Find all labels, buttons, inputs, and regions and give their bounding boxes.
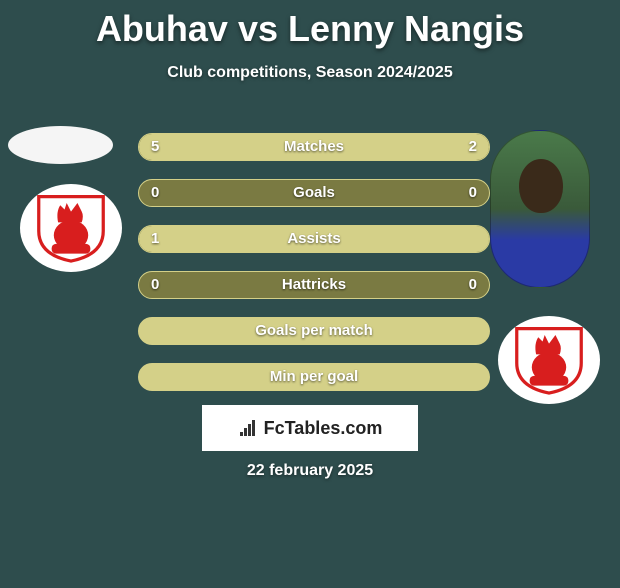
stat-label: Matches [139,134,489,160]
stats-container: 52Matches 00Goals 1Assists 00Hattricks Goals… [138,133,490,409]
fctables-icon [238,418,258,438]
stat-row: Min per goal [138,363,490,391]
subtitle: Club competitions, Season 2024/2025 [0,64,620,82]
club-badge-right [498,316,600,404]
stat-label: Min per goal [139,364,489,390]
club-left-icon [28,188,114,263]
stat-label: Assists [139,226,489,252]
stat-label: Goals [139,180,489,206]
stat-row: 52Matches [138,133,490,161]
stat-row: 1Assists [138,225,490,253]
attribution-box: FcTables.com [202,405,418,451]
player-right-avatar [490,130,590,288]
stat-row: 00Goals [138,179,490,207]
date-text: 22 february 2025 [0,462,620,480]
club-badge-left [20,184,122,272]
player-left-avatar [8,126,113,164]
stat-label: Goals per match [139,318,489,344]
attribution-text: FcTables.com [264,418,383,439]
stat-row: Goals per match [138,317,490,345]
stat-row: 00Hattricks [138,271,490,299]
club-right-icon [506,320,592,395]
page-title: Abuhav vs Lenny Nangis [0,8,620,50]
stat-label: Hattricks [139,272,489,298]
